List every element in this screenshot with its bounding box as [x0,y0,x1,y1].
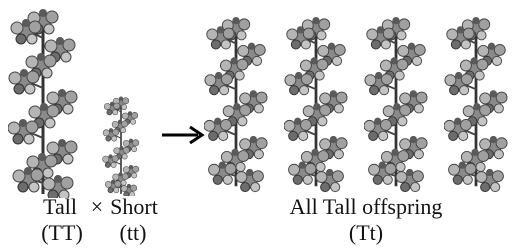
offspring-plant [204,17,267,192]
offspring-plant [364,17,427,192]
parent-label: Tall [43,194,77,219]
cross-symbol: × [91,194,103,219]
parent-label: Short [110,194,158,219]
offspring-label: All Tall offspring [290,194,443,219]
parent-genotype: (TT) [41,220,83,245]
parent-genotype: (tt) [120,220,147,245]
tall-plant [8,9,77,200]
offspring-genotype: (Tt) [349,220,383,245]
diagram: Tall × Short (TT) (tt) All Tall offsprin… [0,0,526,248]
short-plant [103,97,139,198]
offspring-plant [444,17,507,192]
offspring-plant [284,17,347,192]
arrow [162,127,202,143]
